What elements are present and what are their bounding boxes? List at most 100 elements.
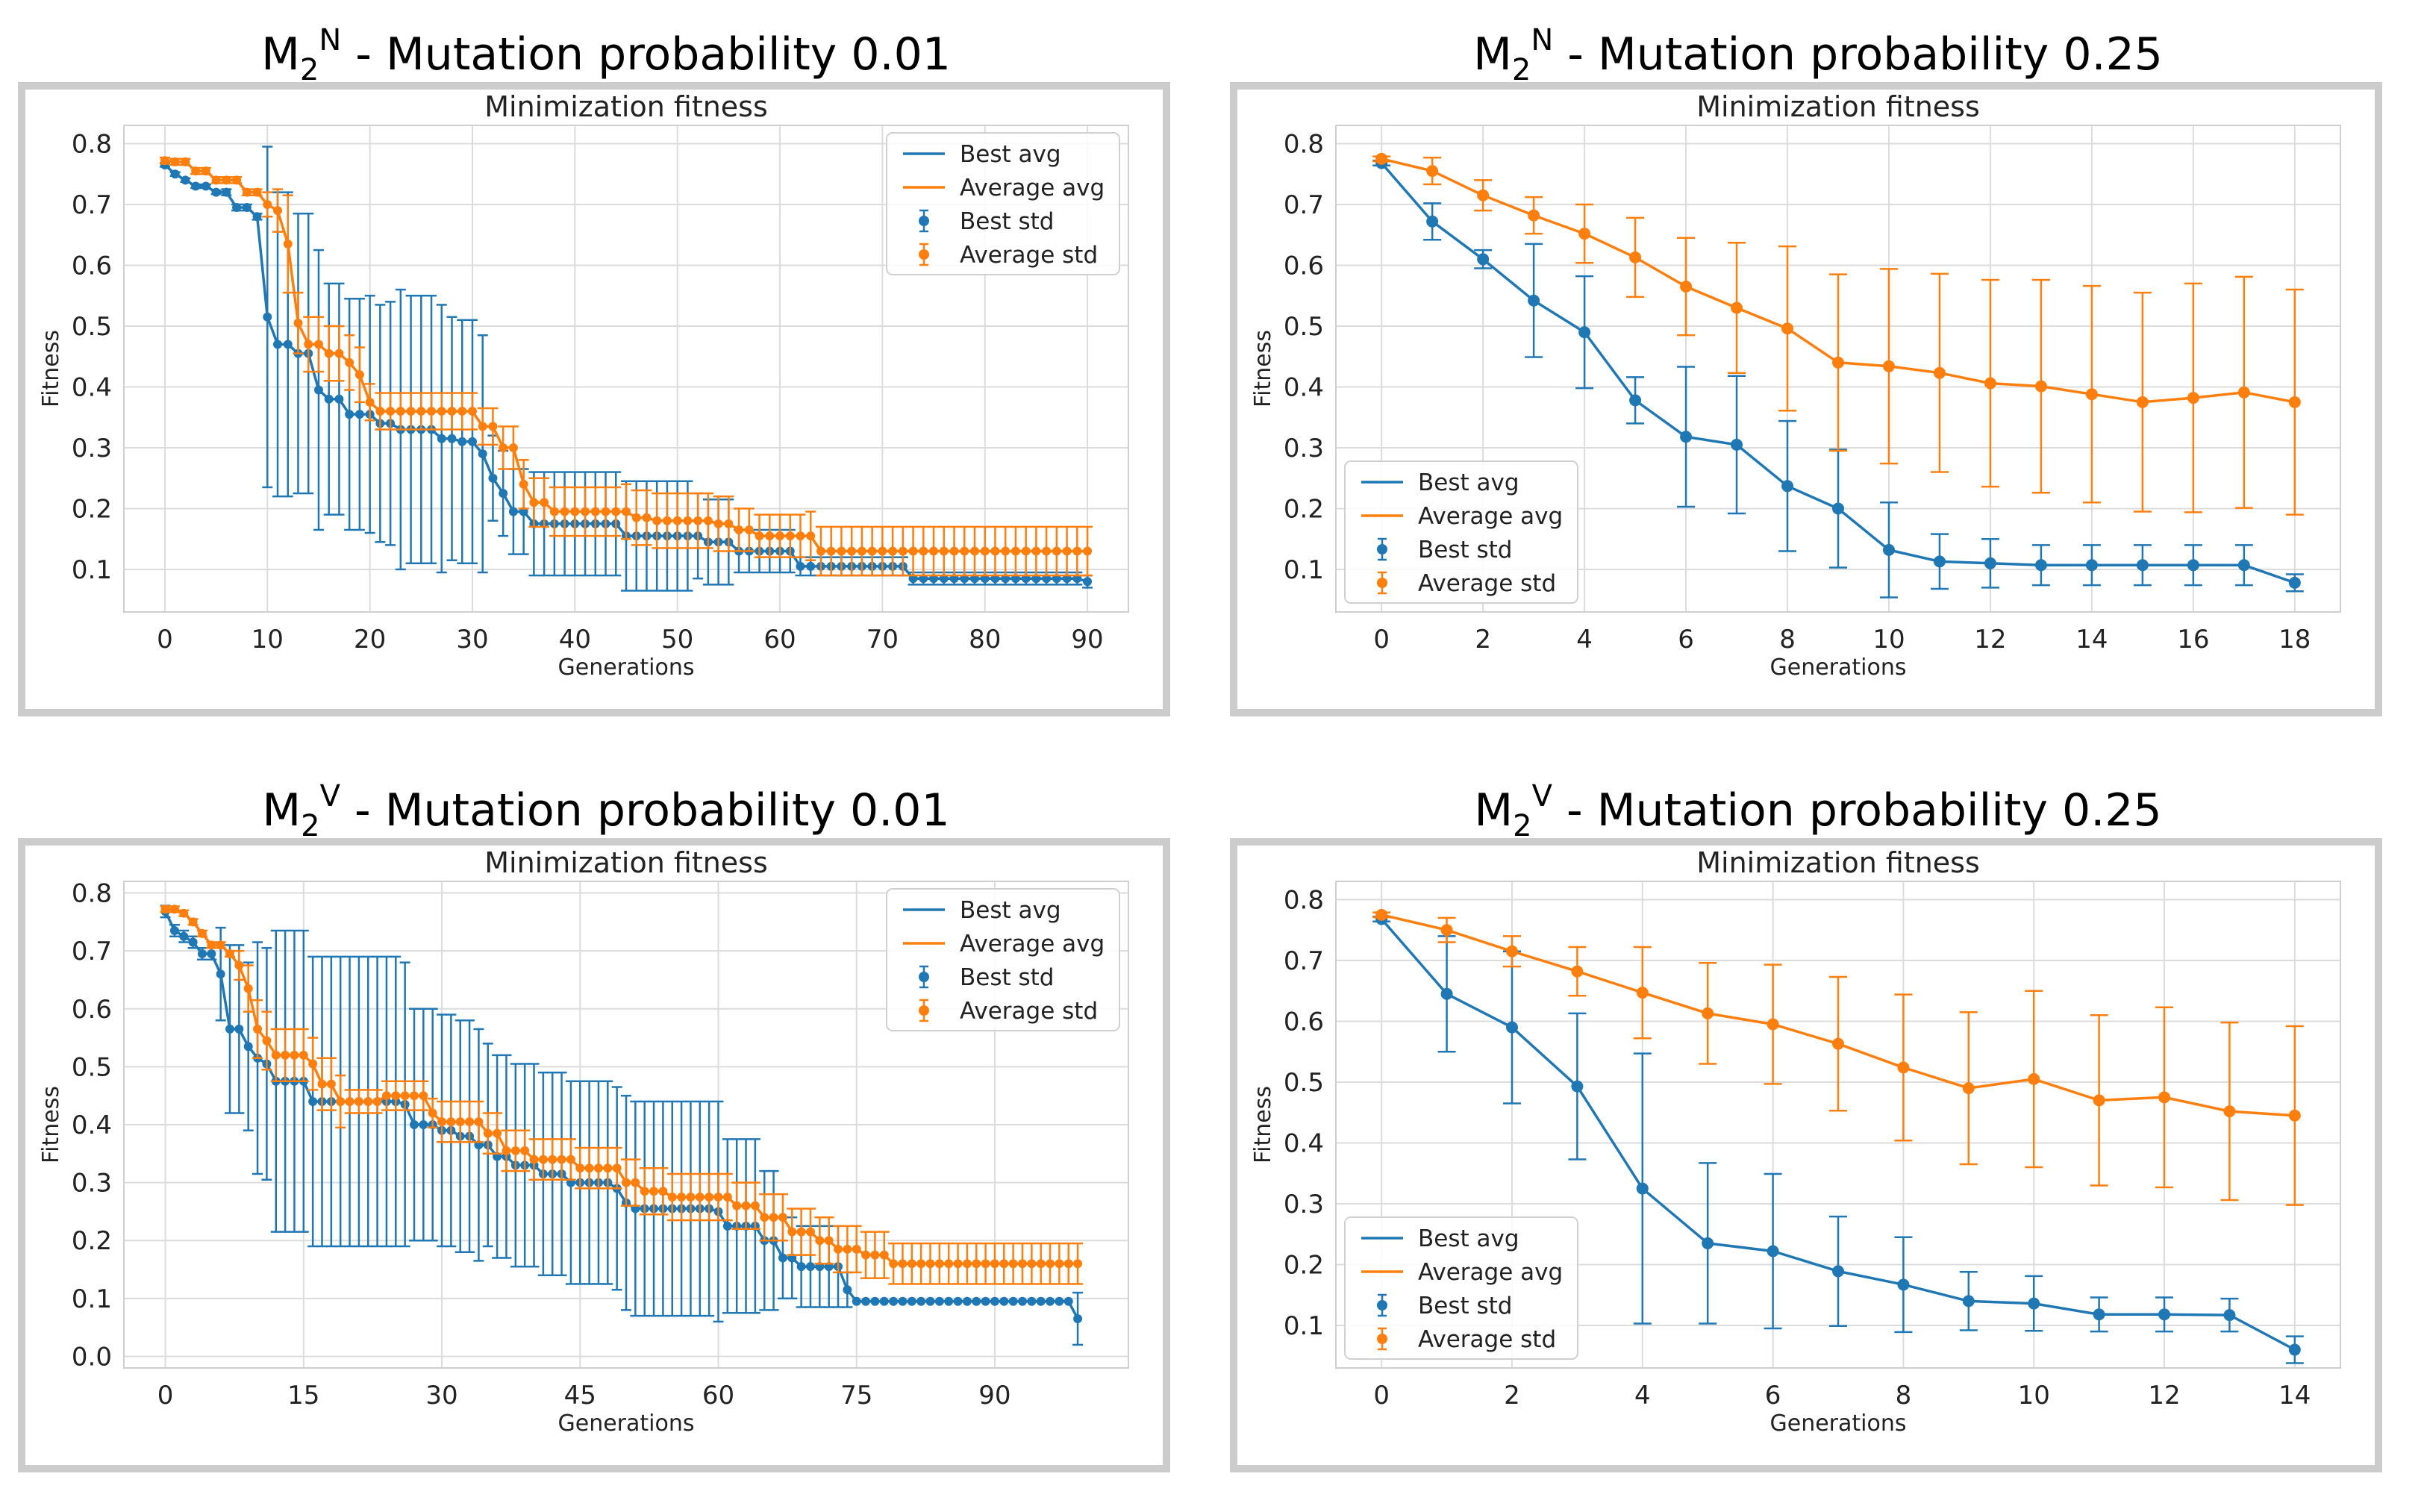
average-point (1702, 1007, 1714, 1019)
best-point (419, 1120, 428, 1129)
average-point (662, 516, 672, 525)
legend-label: Average std (960, 242, 1098, 269)
best-point (962, 1296, 972, 1306)
average-point (488, 422, 498, 431)
average-point (2187, 392, 2199, 404)
average-point (934, 1259, 944, 1269)
panel-title-sub: 2 (1513, 809, 1532, 843)
average-point (916, 1259, 926, 1269)
best-point (1962, 1295, 1975, 1308)
panel-title-sub: 2 (301, 809, 320, 843)
average-point (611, 507, 621, 516)
best-point (953, 1296, 963, 1306)
average-point (160, 156, 169, 166)
average-point (308, 1059, 318, 1069)
average-point (584, 1163, 594, 1173)
average-point (1571, 965, 1584, 978)
average-point (548, 1155, 557, 1164)
average-point (640, 1187, 649, 1196)
average-point (354, 1096, 363, 1106)
average-point (225, 949, 235, 959)
x-tick-label: 8 (1779, 625, 1796, 655)
average-point (1083, 546, 1093, 556)
y-tick-label: 0.0 (72, 1342, 112, 1372)
average-point (1528, 209, 1540, 222)
best-point (843, 1285, 852, 1295)
average-point (324, 349, 334, 358)
x-tick-label: 0 (1373, 625, 1390, 655)
average-point (1629, 251, 1642, 263)
legend-box (886, 132, 1120, 275)
plot-area-border (1335, 881, 2341, 1369)
best-point (907, 1296, 916, 1306)
chart-plot-0: 0.1 0.2 0.3 0.4 0.5 0.6 0.7 0.8 0 10 20 30 40 50 60 70 8… (38, 90, 1129, 681)
average-point (990, 546, 1000, 556)
average-point (796, 1227, 806, 1237)
average-point (1767, 1018, 1779, 1031)
y-tick-label: 0.5 (72, 312, 112, 342)
best-point (1702, 1237, 1714, 1249)
panel-title-sup: N (1531, 23, 1554, 57)
best-point (870, 1296, 880, 1306)
average-point (1680, 280, 1693, 293)
average-point (365, 397, 375, 407)
average-point (416, 407, 426, 416)
x-tick-label: 14 (2075, 625, 2108, 655)
average-point (520, 1146, 530, 1155)
best-point (2034, 559, 2047, 572)
plot-area-border (123, 125, 1129, 613)
x-tick-label: 12 (2148, 1381, 2180, 1411)
average-point (283, 239, 293, 249)
y-tick-label: 0.5 (72, 1052, 112, 1082)
panel-m2v-025: M2V - Mutation probability 0.25 0.1 0.2 0.… (1212, 756, 2424, 1512)
best-point (1063, 1296, 1073, 1306)
average-point (785, 531, 795, 541)
best-point (879, 1296, 889, 1306)
legend: Best avg Average avg Best std Average std (1344, 460, 1578, 604)
average-point (1375, 908, 1388, 921)
average-point (419, 1091, 428, 1101)
panel-title-sub: 2 (1511, 53, 1531, 87)
x-tick-label: 40 (559, 625, 591, 655)
average-point (181, 157, 190, 166)
average-point (271, 1050, 281, 1060)
average-point (755, 531, 764, 541)
legend-label: Average avg (1418, 503, 1563, 530)
panel-title-text: - Mutation probability 0.01 (340, 784, 950, 837)
legend-box (1344, 1216, 1578, 1360)
best-point (222, 187, 231, 197)
best-point (488, 473, 498, 483)
average-point (622, 507, 631, 516)
average-point (929, 546, 939, 556)
average-point (878, 546, 887, 556)
best-point (1781, 480, 1794, 493)
average-point (457, 407, 467, 416)
average-point (861, 1250, 871, 1260)
y-axis-label: Fitness (38, 1086, 64, 1163)
average-point (1008, 1259, 1018, 1269)
panel-title: M2V - Mutation probability 0.01 (0, 762, 1212, 860)
average-point (313, 340, 323, 349)
average-point (652, 516, 662, 525)
best-point (2028, 1297, 2040, 1310)
average-point (242, 187, 252, 197)
best-point (1680, 431, 1693, 443)
average-point (741, 1201, 751, 1210)
average-point (713, 519, 723, 528)
panel-title-base: M (1474, 784, 1514, 837)
best-point (508, 507, 518, 516)
best-point (1505, 1021, 1518, 1034)
best-point (1477, 253, 1490, 266)
average-point (1426, 165, 1439, 178)
best-point (861, 1296, 871, 1306)
average-point (612, 1163, 622, 1173)
best-point (334, 394, 344, 404)
y-tick-label: 0.8 (72, 879, 112, 909)
plot-area-border (123, 881, 1129, 1369)
best-point (188, 937, 198, 947)
average-point (2158, 1091, 2171, 1104)
x-axis-label: Generations (558, 1411, 695, 1437)
average-point (336, 1096, 346, 1106)
average-point (695, 1193, 705, 1202)
chart-plot-3: 0.1 0.2 0.3 0.4 0.5 0.6 0.7 0.8 0 2 4 6 8 10 12 14 Minim… (1250, 846, 2341, 1437)
